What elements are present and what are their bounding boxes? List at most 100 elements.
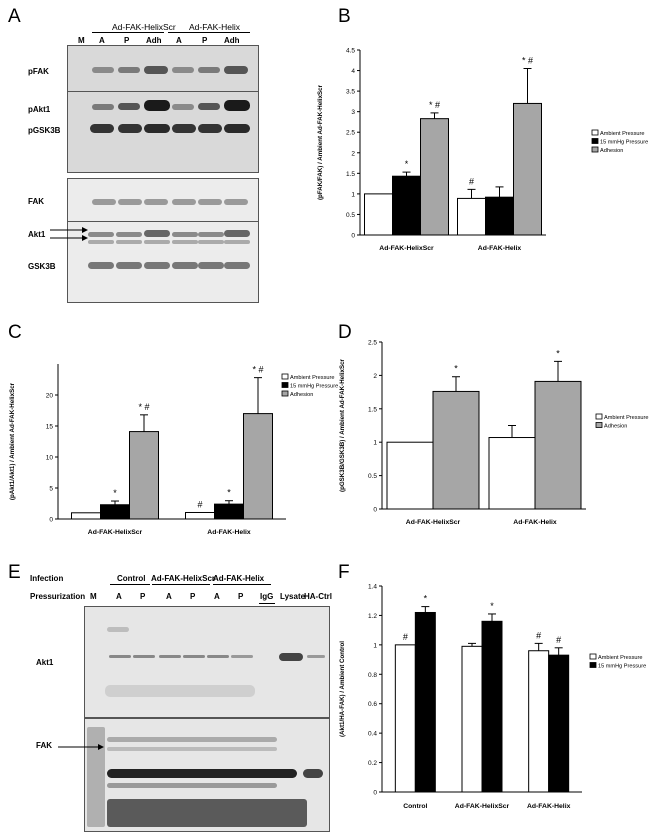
significance-marker: * — [490, 601, 494, 611]
chart-b: 0 0.5 1 1.5 2 2.5 3 3.5 4 4.5 (pFAK/FAK) / Ambient… — [317, 48, 648, 253]
blot-e-group-underline — [213, 584, 271, 585]
blot-a-group-underline — [168, 32, 250, 33]
legend-label: Adhesion — [290, 392, 313, 398]
band — [144, 230, 170, 237]
chart-d: 0 0.5 1 1.5 2 2.5 (pGSK3B/GSK3B) / Ambient Ad-… — [339, 340, 648, 527]
blot-a-akt1-arrows — [50, 227, 88, 241]
band — [105, 685, 255, 697]
blot-a-lane-label: M — [78, 36, 85, 45]
band — [198, 232, 224, 237]
bar — [513, 102, 542, 236]
legend-swatch — [589, 653, 597, 660]
band — [224, 100, 250, 111]
y-tick-label: 4 — [351, 68, 355, 75]
legend-swatch — [595, 422, 603, 428]
band — [144, 240, 170, 244]
blot-e-group-underline — [152, 584, 210, 585]
blot-e-lane-label: A — [116, 592, 122, 601]
band — [88, 262, 114, 269]
category-label: Ad-FAK-HelixScr — [88, 529, 143, 536]
significance-marker: * # — [429, 100, 440, 110]
blot-a-lane-label: A — [99, 36, 105, 45]
band — [116, 232, 142, 237]
blot-a-row-label: pFAK — [28, 67, 49, 76]
band — [172, 199, 196, 205]
legend-swatch — [595, 413, 603, 420]
y-tick-label: 10 — [46, 455, 54, 462]
bar — [185, 511, 215, 520]
blot-e-lane-label: P — [140, 592, 146, 601]
band — [198, 199, 222, 205]
band — [107, 737, 277, 742]
band — [198, 103, 220, 110]
legend-label: 15 mmHg Pressure — [290, 384, 338, 390]
bar — [392, 175, 421, 236]
bar — [100, 504, 130, 520]
category-label: Control — [403, 803, 427, 810]
legend-swatch — [281, 382, 289, 388]
band — [224, 124, 250, 133]
bar — [534, 380, 582, 510]
band — [109, 655, 131, 658]
chart-c: 0 5 10 15 20 (pAkt1/Akt1) / Ambient Ad-FAK-He… — [9, 364, 338, 536]
bar — [71, 512, 101, 520]
band — [88, 240, 114, 244]
blot-e-lane-label: Lysate — [280, 592, 306, 601]
band — [198, 240, 224, 244]
bar — [528, 650, 550, 793]
blot-e-igg-underline — [259, 603, 275, 604]
y-tick-label: 0.8 — [368, 672, 377, 679]
y-axis-label: (Akt1/HA-FAK) / Ambient Control — [339, 641, 346, 737]
significance-marker: # — [403, 632, 408, 642]
band — [133, 655, 155, 658]
y-tick-label: 1.5 — [346, 171, 355, 178]
blot-e-group-label: Control — [117, 574, 146, 583]
y-tick-label: 1.4 — [368, 584, 377, 591]
y-axis-label: (pAkt1/Akt1) / Ambient Ad-FAK-HelixScr — [9, 382, 16, 500]
bar — [214, 503, 244, 520]
significance-marker: # — [469, 176, 474, 186]
blot-e-row-label: Akt1 — [36, 658, 54, 667]
blot-e-fak-membrane — [84, 718, 330, 832]
y-tick-label: 2 — [373, 373, 377, 380]
blot-e-pressurization-label: Pressurization — [30, 592, 86, 601]
y-axis-label: (pFAK/FAK) / Ambient Ad-FAK-HelixScr — [317, 84, 324, 200]
legend-swatch — [591, 146, 599, 153]
significance-marker: # — [536, 630, 541, 640]
blot-a-row-label: Akt1 — [28, 230, 46, 239]
blot-e-akt1-membrane — [84, 606, 330, 718]
band — [224, 262, 250, 269]
y-tick-label: 3 — [351, 109, 355, 116]
y-axis-label: (pGSK3B/GSK3B) / Ambient Ad-FAK-HelixScr — [339, 358, 346, 492]
blot-a-lane-label: P — [202, 36, 208, 45]
band — [118, 103, 140, 110]
bar — [481, 620, 503, 793]
significance-marker: # — [556, 635, 561, 645]
band — [231, 655, 253, 658]
bar — [432, 390, 480, 510]
band — [87, 727, 105, 827]
significance-marker: * # — [522, 56, 533, 66]
band — [88, 232, 114, 237]
band — [118, 67, 140, 73]
y-tick-label: 1.5 — [368, 406, 377, 413]
y-tick-label: 20 — [46, 393, 54, 400]
band — [90, 124, 114, 133]
bar — [364, 193, 393, 236]
panel-label-c: C — [8, 322, 22, 343]
y-tick-label: 0.5 — [346, 212, 355, 219]
blot-a-row-label: pAkt1 — [28, 105, 51, 114]
category-label: Ad-FAK-Helix — [527, 803, 571, 810]
blot-e-lane-label: P — [238, 592, 244, 601]
blot-a-fak-membrane — [67, 178, 259, 223]
band — [172, 240, 198, 244]
blot-e-lane-label: A — [166, 592, 172, 601]
bar — [420, 118, 449, 236]
band — [118, 124, 142, 133]
category-label: Ad-FAK-Helix — [207, 529, 251, 536]
blot-e-group-underline — [110, 584, 150, 585]
legend-label: Ambient Pressure — [604, 415, 648, 421]
y-tick-label: 2 — [351, 150, 355, 157]
significance-marker: * — [454, 364, 458, 374]
legend-label: Ambient Pressure — [598, 655, 642, 661]
